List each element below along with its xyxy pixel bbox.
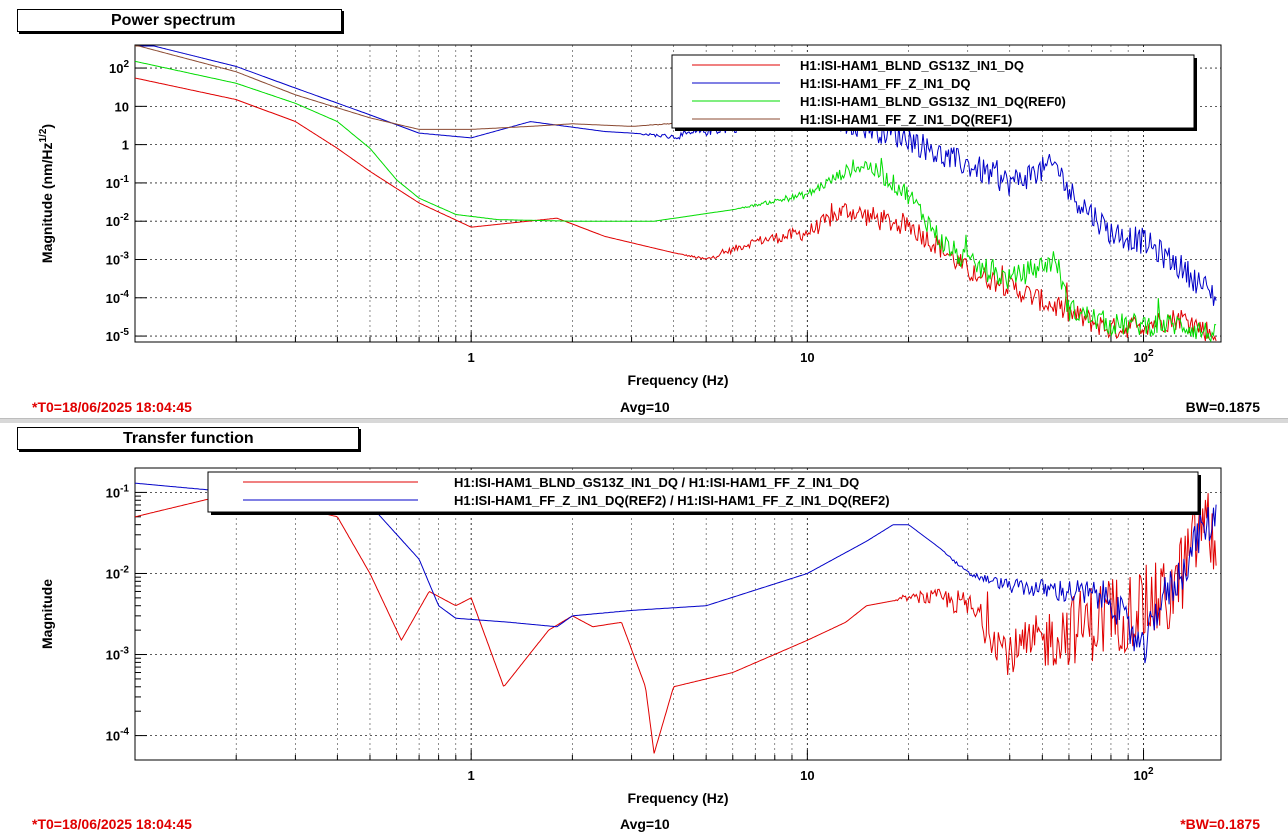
bw-label: BW=0.1875 [1185, 399, 1260, 415]
panel-title-box[interactable]: Power spectrum [17, 9, 342, 32]
y-tick-label: 10-1 [106, 483, 130, 500]
panel-title: Power spectrum [111, 12, 236, 29]
y-tick-label: 10-5 [106, 327, 130, 344]
legend-label: H1:ISI-HAM1_BLND_GS13Z_IN1_DQ [800, 58, 1024, 73]
x-axis-title: Frequency (Hz) [627, 372, 728, 388]
bw-label: *BW=0.1875 [1180, 816, 1260, 832]
y-tick-label: 10-4 [106, 727, 130, 744]
panel-title: Transfer function [123, 430, 254, 447]
x-tick-label: 1 [468, 768, 475, 783]
series-line-1 [134, 77, 1217, 342]
y-tick-label: 10-2 [106, 212, 130, 229]
t0-label: *T0=18/06/2025 18:04:45 [32, 816, 192, 832]
y-tick-label: 102 [109, 59, 129, 76]
x-tick-label: 10 [800, 350, 814, 365]
panel-title-box[interactable]: Transfer function [17, 427, 359, 450]
y-axis-title: Magnitude [39, 579, 55, 649]
y-tick-label: 1 [122, 138, 129, 153]
t0-label: *T0=18/06/2025 18:04:45 [32, 399, 192, 415]
x-tick-label: 10 [800, 768, 814, 783]
y-axis-title: Magnitude (nm/Hz1/2) [38, 124, 55, 263]
transfer-function-plot[interactable]: 1 10 102 10-1 10-2 10-3 10-4 Frequency (Hz) Magn… [0, 423, 1288, 837]
power-spectrum-panel: Power spectrum 1 10 102 102 10 1 10-1 10-2 10-3 1… [0, 0, 1288, 418]
legend-label: H1:ISI-HAM1_FF_Z_IN1_DQ(REF1) [800, 112, 1012, 127]
avg-label: Avg=10 [620, 816, 670, 832]
y-tick-label: 10-2 [106, 564, 130, 581]
x-tick-label: 1 [468, 350, 475, 365]
y-tick-label: 10-1 [106, 174, 130, 191]
series-line-3 [134, 60, 1217, 343]
x-axis-title: Frequency (Hz) [627, 790, 728, 806]
transfer-function-panel: Transfer function 1 10 102 10-1 10-2 10-3 10-4… [0, 423, 1288, 837]
legend-label: H1:ISI-HAM1_BLND_GS13Z_IN1_DQ(REF0) [800, 94, 1066, 109]
legend-label: H1:ISI-HAM1_FF_Z_IN1_DQ(REF2) / H1:ISI-H… [454, 493, 890, 508]
legend-label: H1:ISI-HAM1_BLND_GS13Z_IN1_DQ / H1:ISI-H… [454, 475, 859, 490]
y-tick-label: 10-3 [106, 646, 130, 663]
y-tick-label: 10-4 [106, 289, 130, 306]
grid [134, 45, 1221, 342]
legend-label: H1:ISI-HAM1_FF_Z_IN1_DQ [800, 76, 970, 91]
y-tick-label: 10-3 [106, 250, 130, 267]
avg-label: Avg=10 [620, 399, 670, 415]
series-line-2 [135, 45, 1217, 306]
legend-box [207, 471, 1199, 513]
legend-box [671, 54, 1195, 129]
x-tick-label: 102 [1134, 766, 1154, 783]
x-tick-label: 102 [1134, 348, 1154, 365]
power-spectrum-plot[interactable]: 1 10 102 102 10 1 10-1 10-2 10-3 10-4 10-5 Frequenc… [0, 0, 1288, 418]
y-tick-label: 10 [115, 99, 129, 114]
